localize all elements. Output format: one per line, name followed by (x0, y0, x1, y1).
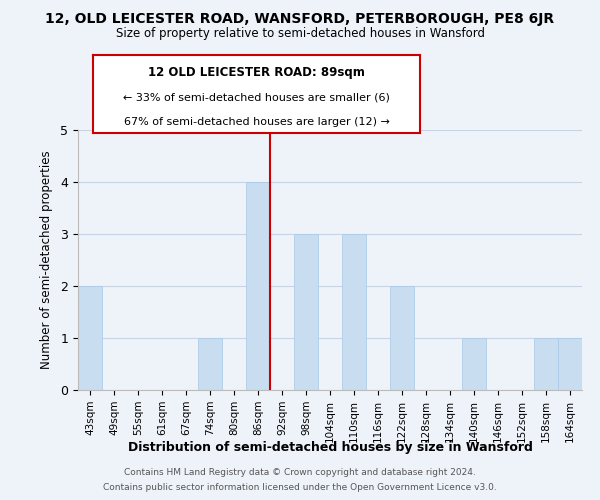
Bar (462, 338, 486, 390)
Text: Contains HM Land Registry data © Crown copyright and database right 2024.: Contains HM Land Registry data © Crown c… (124, 468, 476, 477)
Bar (534, 338, 558, 390)
Text: 12 OLD LEICESTER ROAD: 89sqm: 12 OLD LEICESTER ROAD: 89sqm (148, 66, 365, 78)
Bar (390, 286, 414, 390)
Text: 67% of semi-detached houses are larger (12) →: 67% of semi-detached houses are larger (… (124, 118, 389, 128)
Bar (246, 182, 270, 390)
Bar (198, 338, 222, 390)
Y-axis label: Number of semi-detached properties: Number of semi-detached properties (40, 150, 53, 370)
Text: 12, OLD LEICESTER ROAD, WANSFORD, PETERBOROUGH, PE8 6JR: 12, OLD LEICESTER ROAD, WANSFORD, PETERB… (46, 12, 554, 26)
Bar (342, 234, 366, 390)
Text: Size of property relative to semi-detached houses in Wansford: Size of property relative to semi-detach… (115, 28, 485, 40)
Text: Distribution of semi-detached houses by size in Wansford: Distribution of semi-detached houses by … (128, 441, 532, 454)
Bar (558, 338, 582, 390)
Bar (78, 286, 102, 390)
Text: ← 33% of semi-detached houses are smaller (6): ← 33% of semi-detached houses are smalle… (123, 92, 390, 102)
Bar (294, 234, 318, 390)
Text: Contains public sector information licensed under the Open Government Licence v3: Contains public sector information licen… (103, 483, 497, 492)
